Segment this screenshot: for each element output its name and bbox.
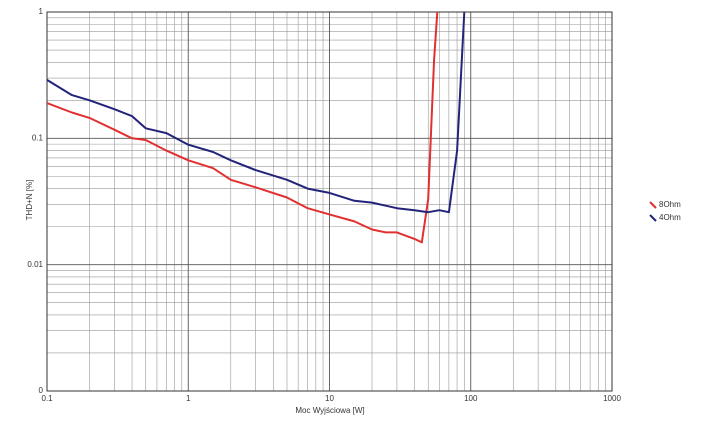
legend-swatch [649,201,657,209]
x-tick-label: 10 [325,394,334,403]
x-axis-title: Moc Wyjściowa [W] [295,406,364,415]
legend-label: 8Ohm [659,200,681,209]
series-line [46,11,466,214]
legend-label: 4Ohm [659,213,681,222]
x-tick-label: 1 [186,394,191,403]
y-tick-label: 1 [39,7,44,16]
x-tick-label: 100 [464,394,478,403]
x-tick-label: 1000 [603,394,621,403]
y-tick-label: 0.01 [27,260,43,269]
legend-swatch [649,214,657,222]
y-axis-title: THD+N [%] [25,180,34,221]
y-tick-label: 0 [39,386,44,395]
x-tick-label: 0.1 [41,394,53,403]
series-line [46,11,439,244]
y-tick-label: 0.1 [32,133,44,142]
plot-frame [46,11,613,392]
